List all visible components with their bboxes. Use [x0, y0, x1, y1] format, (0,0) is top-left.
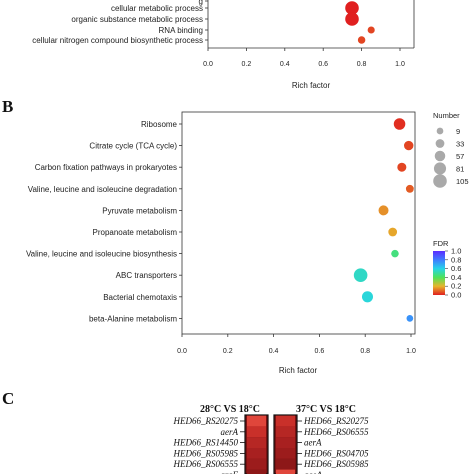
color-legend-title: FDR [433, 239, 449, 248]
heatmap-cell [276, 448, 295, 459]
panel-b-category-label: Valine, leucine and isoleucine biosynthe… [26, 250, 177, 259]
panel-b: B Ribosome Citrate cycle (TCA cycle) Carbo… [2, 97, 469, 375]
panel-a-category-label: RNA binding [159, 26, 203, 35]
panel-a-category-label: cellular metabolic process [111, 4, 203, 13]
panel-a-point [345, 1, 359, 15]
panel-a-point [357, 36, 366, 44]
panel-b-category-label: Bacterial chemotaxis [103, 293, 177, 302]
left-gene-label: aerA [221, 427, 239, 437]
panel-a-x-tick-label: 0.2 [242, 61, 252, 68]
size-legend-label: 105 [456, 177, 469, 186]
heatmap-cell [276, 469, 295, 474]
panel-b-x-tick-label: 0.2 [223, 348, 233, 355]
panel-a-x-tick-label: 0.6 [318, 61, 328, 68]
panel-b-category-label: Citrate cycle (TCA cycle) [89, 142, 177, 151]
panel-c: C 28°C VS 18°C 37°C VS 18°C HED66_RS2027… [2, 389, 369, 474]
heatmap-cell [276, 415, 295, 427]
panel-b-category-label: Ribosome [141, 120, 178, 129]
right-gene-label: aerA [304, 438, 322, 448]
panel-a-point [367, 26, 375, 34]
panel-b-category-label: Carbon fixation pathways in prokaryotes [35, 163, 177, 172]
panel-a-xlabel: Rich factor [292, 81, 331, 90]
color-legend-label: 0.2 [451, 282, 461, 291]
panel-b-letter: B [2, 97, 13, 116]
heatmap-cell [247, 448, 266, 459]
heatmap-cell [247, 469, 266, 474]
panel-a-x-tick-label: 0.4 [280, 61, 290, 68]
left-gene-label: argF [220, 470, 238, 474]
left-gene-label: HED66_RS05985 [173, 448, 239, 458]
right-gene-label: HED66_RS20275 [303, 416, 369, 426]
color-legend-label: 0.0 [451, 291, 461, 300]
panel-a-category-label: cellular nitrogen compound biosynthetic … [32, 36, 203, 45]
panel-a-x-tick-label: 1.0 [395, 61, 405, 68]
right-gene-label: HED66_RS05985 [303, 459, 369, 469]
panel-b-point [353, 268, 368, 282]
right-gene-label: HED66_RS04705 [303, 448, 369, 458]
size-legend-circle [435, 139, 445, 148]
panel-a-category-label: g [199, 0, 203, 6]
panel-b-point [361, 291, 374, 303]
color-legend-label: 0.4 [451, 273, 461, 282]
heatmap-cell [247, 437, 266, 448]
panel-a-x-tick-label: 0.8 [357, 61, 367, 68]
left-gene-label: HED66_RS06555 [173, 459, 239, 469]
left-gene-label: HED66_RS14450 [173, 438, 239, 448]
size-legend-label: 57 [456, 152, 464, 161]
heatmap-cell [276, 426, 295, 438]
panel-b-category-label: ABC transporters [116, 271, 177, 280]
panel-b-point [378, 205, 389, 216]
size-legend-label: 33 [456, 140, 464, 149]
color-legend-label: 1.0 [451, 247, 461, 256]
panel-b-category-label: Pyruvate metabolism [102, 206, 177, 215]
panel-b-point [393, 118, 406, 130]
panel-c-letter: C [2, 389, 14, 408]
panel-b-point [404, 140, 414, 151]
panel-b-point [388, 227, 398, 237]
left-gene-label: HED66_RS20275 [173, 416, 239, 426]
panel-b-x-tick-label: 1.0 [406, 348, 416, 355]
panel-a-x-tick-label: 0.0 [203, 61, 213, 68]
heatmap-cell [247, 415, 266, 427]
size-legend-title: Number [433, 111, 460, 120]
size-legend-circle [433, 174, 447, 188]
panel-b-x-tick-label: 0.0 [177, 348, 187, 355]
panel-b-category-label: Propanoate metabolism [93, 228, 178, 237]
color-legend-label: 0.6 [451, 264, 461, 273]
right-gene-label: aceA [304, 470, 322, 474]
heatmap-cell [276, 458, 295, 470]
size-legend-label: 81 [456, 165, 464, 174]
heatmap-column-2: 37°C VS 18°C [296, 404, 356, 415]
color-legend-label: 0.8 [451, 255, 461, 264]
panel-b-point [406, 315, 414, 322]
panel-b-category-label: Valine, leucine and isoleucine degradati… [28, 185, 177, 194]
panel-a-point [345, 12, 359, 26]
panel-b-point [405, 184, 414, 193]
panel-b-x-tick-label: 0.4 [269, 348, 279, 355]
panel-b-point [391, 249, 399, 258]
fdr-colorbar [433, 251, 445, 295]
panel-b-point [397, 162, 407, 172]
right-gene-label: HED66_RS06555 [303, 427, 369, 437]
panel-b-x-tick-label: 0.6 [315, 348, 325, 355]
panel-b-plot-frame [181, 111, 416, 335]
heatmap-cell [247, 426, 266, 438]
size-legend-circle [434, 150, 446, 162]
size-legend-label: 9 [456, 127, 460, 136]
size-legend-circle [433, 162, 447, 175]
panel-b-x-tick-label: 0.8 [360, 348, 370, 355]
heatmap-column-1: 28°C VS 18°C [200, 404, 260, 415]
panel-b-xlabel: Rich factor [279, 366, 318, 375]
heatmap-cell [247, 458, 266, 470]
heatmap-cell [276, 437, 295, 448]
panel-a-category-label: organic substance metabolic process [71, 15, 203, 24]
panel-b-category-label: beta-Alanine metabolism [89, 314, 177, 323]
size-legend-circle [436, 127, 444, 135]
